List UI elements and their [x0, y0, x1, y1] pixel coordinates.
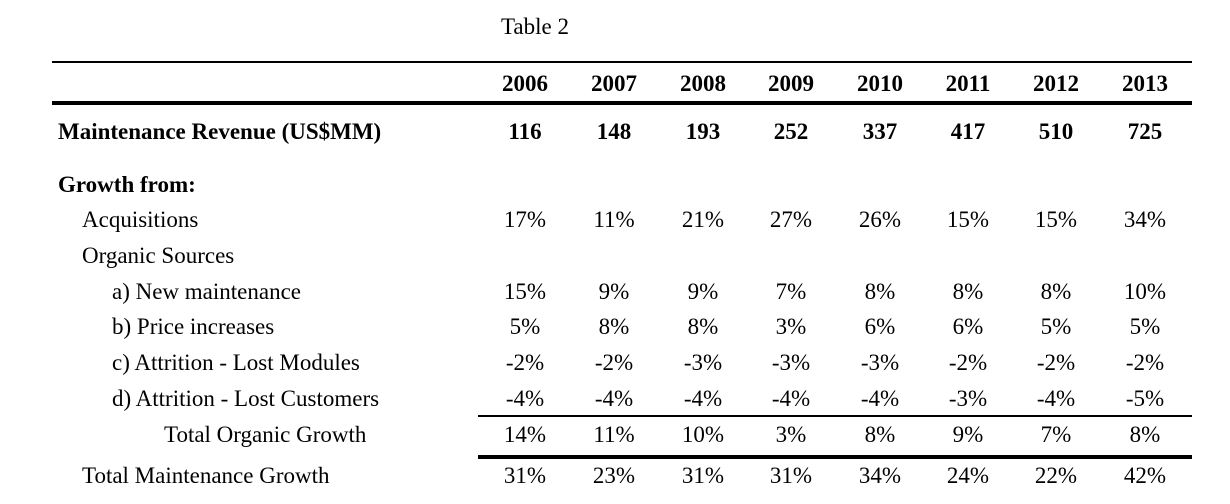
growth-header-row-label: Growth from: [58, 172, 196, 197]
acquisitions-row-cell: 15% [1034, 207, 1078, 232]
total-maintenance-row-cell: 31% [681, 463, 725, 488]
total-maintenance-row-label: Total Maintenance Growth [82, 463, 330, 488]
organic-item-row-label: d) Attrition - Lost Customers [112, 386, 380, 411]
acquisitions-row-cell: 11% [593, 207, 635, 232]
organic-item-row-cell: 8% [952, 279, 984, 304]
total-maintenance-row-cell: 34% [858, 463, 902, 488]
header-row-cell: 2011 [945, 71, 991, 96]
organic-item-row-cell: 7% [775, 279, 807, 304]
organic-item-row-cell: 5% [509, 314, 541, 339]
organic-item-row-cell: -3% [771, 350, 811, 375]
organic-item-row-cell: 9% [598, 279, 630, 304]
organic-item-row-cell: 5% [1129, 314, 1161, 339]
revenue-row-cell: 337 [862, 119, 898, 144]
total-organic-row-cell: 10% [681, 422, 725, 447]
acquisitions-row-cell: 34% [1123, 207, 1167, 232]
top-rule [52, 61, 1192, 63]
organic-item-row-cell: 15% [503, 279, 547, 304]
organic-item-row-cell: -2% [1125, 350, 1165, 375]
organic-item-row-cell: 8% [864, 279, 896, 304]
header-row-cell: 2009 [768, 71, 814, 96]
header-row-cell: 2012 [1033, 71, 1079, 96]
organic-item-row-cell: 6% [952, 314, 984, 339]
total-maintenance-row-cell: 24% [946, 463, 990, 488]
total-organic-row-cell: 11% [593, 422, 635, 447]
organic-item-row-cell: 10% [1123, 279, 1167, 304]
organic-item-row-cell: 8% [687, 314, 719, 339]
total-maintenance-row-cell: 31% [769, 463, 813, 488]
header-row-cell: 2008 [680, 71, 726, 96]
acquisitions-row-cell: 26% [858, 207, 902, 232]
total-organic-row-cell: 8% [864, 422, 896, 447]
total-organic-row-cell: 14% [503, 422, 547, 447]
organic-header-row-label: Organic Sources [82, 243, 235, 268]
acquisitions-row-label: Acquisitions [82, 207, 199, 232]
organic-item-row-cell: -5% [1125, 386, 1165, 411]
revenue-row-cell: 252 [773, 119, 809, 144]
total-maintenance-row-cell: 23% [592, 463, 636, 488]
organic-item-row: d) Attrition - Lost Customers -4% -4% -4% -4… [0, 384, 1230, 414]
revenue-row-label: Maintenance Revenue (US$MM) [58, 119, 382, 144]
header-rule [52, 101, 1192, 105]
organic-item-row-label: a) New maintenance [112, 279, 302, 304]
total-organic-row-cell: 9% [952, 422, 984, 447]
acquisitions-row-cell: 27% [769, 207, 813, 232]
organic-item-row-cell: 5% [1040, 314, 1072, 339]
organic-item-row-cell: 8% [1040, 279, 1072, 304]
organic-item-row: a) New maintenance 15% 9% 9% 7% 8% 8% 8% 10% [0, 277, 1230, 307]
total-organic-row: Total Organic Growth 14% 11% 10% 3% 8% 9% 7% 8% [0, 420, 1230, 450]
organic-item-row-cell: 8% [598, 314, 630, 339]
organic-item-row-label: c) Attrition - Lost Modules [112, 350, 360, 375]
revenue-row-cell: 725 [1127, 119, 1163, 144]
organic-item-row-cell: -4% [594, 386, 634, 411]
organic-item-row-cell: -3% [860, 350, 900, 375]
acquisitions-row: Acquisitions 17% 11% 21% 27% 26% 15% 15% 34% [0, 205, 1230, 235]
revenue-row: Maintenance Revenue (US$MM) 116 148 193 252 3… [0, 117, 1230, 147]
organic-item-row-cell: -4% [860, 386, 900, 411]
total-maintenance-row-cell: 42% [1123, 463, 1167, 488]
organic-item-row-cell: -3% [683, 350, 723, 375]
total-organic-row-cell: 8% [1129, 422, 1161, 447]
organic-item-row-cell: -2% [594, 350, 634, 375]
organic-item-row-label: b) Price increases [112, 314, 275, 339]
revenue-row-cell: 417 [950, 119, 986, 144]
organic-item-row-cell: -4% [1036, 386, 1076, 411]
header-row-cell: 2010 [857, 71, 903, 96]
total-maintenance-row: Total Maintenance Growth 31% 23% 31% 31% 34% 2… [0, 461, 1230, 491]
header-row: 2006 2007 2008 2009 2010 2011 2012 2013 [0, 69, 1230, 99]
total-maintenance-row-cell: 31% [503, 463, 547, 488]
organic-item-row-cell: -2% [1036, 350, 1076, 375]
organic-item-row-cell: -3% [948, 386, 988, 411]
organic-header-row: Organic Sources [0, 241, 1230, 271]
organic-item-row-cell: 3% [775, 314, 807, 339]
acquisitions-row-cell: 17% [503, 207, 547, 232]
acquisitions-row-cell: 15% [946, 207, 990, 232]
revenue-row-cell: 510 [1038, 119, 1074, 144]
organic-item-row: b) Price increases 5% 8% 8% 3% 6% 6% 5% 5% [0, 312, 1230, 342]
revenue-row-cell: 148 [596, 119, 632, 144]
acquisitions-row-cell: 21% [681, 207, 725, 232]
organic-item-row: c) Attrition - Lost Modules -2% -2% -3% -3% -… [0, 348, 1230, 378]
revenue-row-cell: 116 [508, 119, 542, 144]
subtotal-rule [478, 415, 1192, 417]
total-maintenance-row-cell: 22% [1034, 463, 1078, 488]
growth-header-row: Growth from: [0, 170, 1230, 200]
organic-item-row-cell: -4% [505, 386, 545, 411]
header-row-cell: 2006 [502, 71, 548, 96]
organic-item-row-cell: 9% [687, 279, 719, 304]
header-row-cell: 2013 [1122, 71, 1168, 96]
header-row-cell: 2007 [591, 71, 637, 96]
total-rule [478, 455, 1192, 459]
total-organic-row-cell: 7% [1040, 422, 1072, 447]
revenue-row-cell: 193 [685, 119, 721, 144]
organic-item-row-cell: -2% [948, 350, 988, 375]
total-organic-row-cell: 3% [775, 422, 807, 447]
table-caption: Table 2 [500, 14, 569, 39]
organic-item-row-cell: -4% [771, 386, 811, 411]
organic-item-row-cell: -4% [683, 386, 723, 411]
organic-item-row-cell: -2% [505, 350, 545, 375]
total-organic-row-label: Total Organic Growth [164, 422, 367, 447]
organic-item-row-cell: 6% [864, 314, 896, 339]
